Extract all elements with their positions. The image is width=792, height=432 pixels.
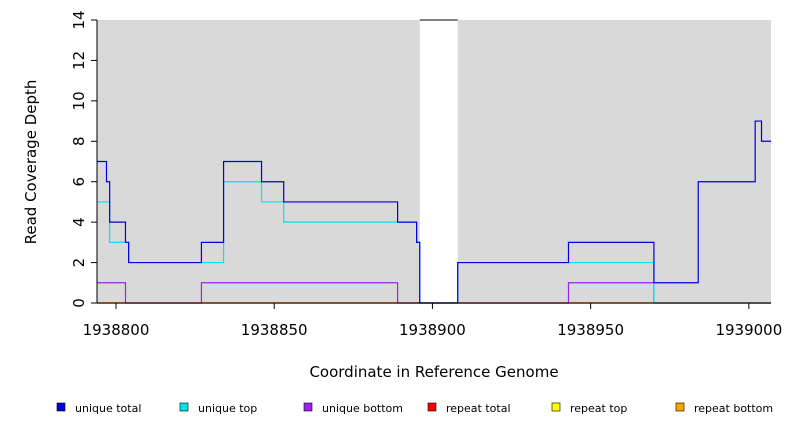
legend-label-repeat-total: repeat total <box>446 402 511 415</box>
x-tick-label: 1938900 <box>399 321 466 339</box>
y-tick-label: 8 <box>70 137 88 147</box>
legend-swatch-repeat-bottom <box>675 402 685 412</box>
legend-label-repeat-bottom: repeat bottom <box>694 402 773 415</box>
legend-swatch-unique-top <box>179 402 189 412</box>
y-tick-label: 4 <box>70 217 88 227</box>
legend: unique total unique top unique bottom repea… <box>56 402 773 415</box>
x-tick-label: 1938850 <box>241 321 308 339</box>
y-tick-label: 6 <box>70 177 88 187</box>
legend-swatch-repeat-top <box>551 402 561 412</box>
gap-region <box>419 20 458 303</box>
legend-swatch-unique-total <box>56 402 66 412</box>
x-tick-label: 1938950 <box>557 321 624 339</box>
y-tick-label: 2 <box>70 258 88 268</box>
x-tick-label: 1938800 <box>83 321 150 339</box>
y-tick-label: 14 <box>70 10 88 29</box>
y-tick-label: 0 <box>70 298 88 308</box>
x-tick-label: 1939000 <box>715 321 782 339</box>
y-tick-label: 10 <box>70 91 88 110</box>
legend-label-repeat-top: repeat top <box>570 402 627 415</box>
series-line-unique-total <box>97 120 771 304</box>
legend-swatch-repeat-total <box>427 402 437 412</box>
y-axis-title: Read Coverage Depth <box>22 80 40 245</box>
legend-label-unique-bottom: unique bottom <box>322 402 403 415</box>
legend-label-unique-top: unique top <box>198 402 257 415</box>
x-axis-title: Coordinate in Reference Genome <box>309 363 558 381</box>
legend-label-unique-total: unique total <box>75 402 141 415</box>
y-tick-label: 12 <box>70 51 88 70</box>
plot-area <box>97 19 771 303</box>
legend-swatch-unique-bottom <box>303 402 313 412</box>
axes-layer: 0 2 4 6 8 10 12 14 1938800 1938850 1938900 1938950 1… <box>70 10 782 339</box>
